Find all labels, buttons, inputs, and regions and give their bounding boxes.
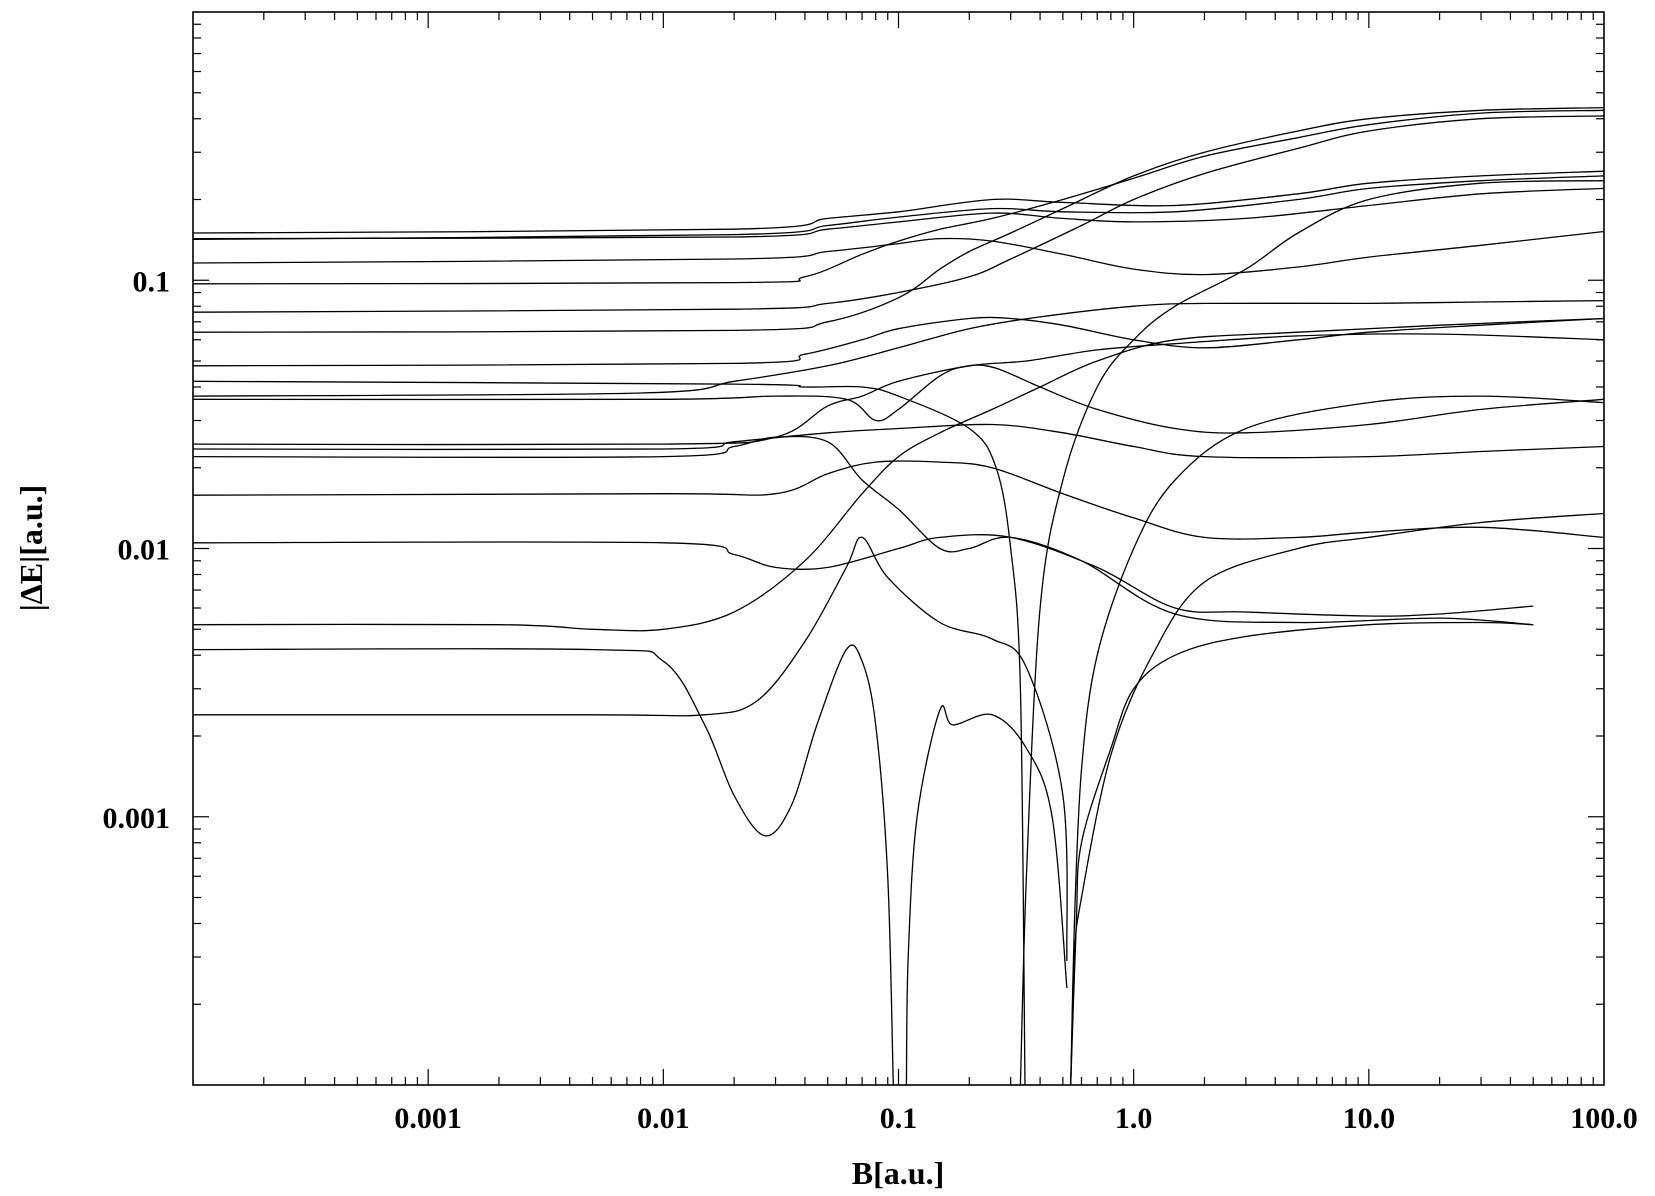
x-tick-label: 10.0: [1343, 1102, 1396, 1135]
series-curve-22: [1070, 395, 1605, 1086]
series-curve-4: [192, 230, 1605, 276]
series-curve-9: [192, 380, 1026, 1086]
series-curve-21: [1019, 180, 1605, 1086]
x-tick-label: 100.0: [1570, 1102, 1638, 1135]
series-curve-15: [192, 460, 1605, 540]
y-tick-label: 0.01: [118, 534, 171, 567]
ticks-group: [193, 12, 1604, 1085]
x-tick-label: 1.0: [1115, 1102, 1153, 1135]
series-curve-10: [192, 299, 1605, 397]
series-curve-5: [192, 109, 1605, 285]
series-curve-8: [192, 316, 1605, 367]
series-curve-23: [1070, 621, 1534, 1086]
series-curve-2: [192, 175, 1605, 241]
series-curve-13: [192, 423, 1605, 459]
tick-labels-group: 0.001 0.01 0.1 1.0 10.0 100.0 0.001 0.01 0.1: [103, 265, 1638, 1135]
x-tick-label: 0.01: [637, 1102, 690, 1135]
series-curve-12: [192, 333, 1605, 446]
y-tick-label: 0.001: [103, 802, 171, 835]
series-curve-6: [192, 115, 1605, 313]
series-curve-20: [905, 705, 1068, 1086]
series-curve-18: [192, 644, 894, 1086]
series-curve-3: [192, 187, 1605, 240]
series-curve-7: [192, 106, 1605, 333]
x-axis-title: B[a.u.]: [852, 1155, 944, 1191]
x-tick-label: 0.1: [880, 1102, 918, 1135]
series-curve-1: [192, 170, 1605, 234]
y-axis-title: |ΔE|[a.u.]: [13, 485, 49, 612]
plot-frame: [192, 11, 1605, 1086]
series-curve-11: [192, 364, 1605, 434]
series-curve-16: [192, 534, 1534, 617]
series-curve-14: [192, 435, 1534, 626]
series-curve-19: [193, 536, 1068, 962]
x-tick-label: 0.001: [394, 1102, 462, 1135]
series-curve-24: [1070, 512, 1605, 1086]
y-tick-label: 0.1: [133, 265, 171, 298]
series-curve-17: [192, 317, 1605, 632]
curves-group: [192, 106, 1605, 1086]
